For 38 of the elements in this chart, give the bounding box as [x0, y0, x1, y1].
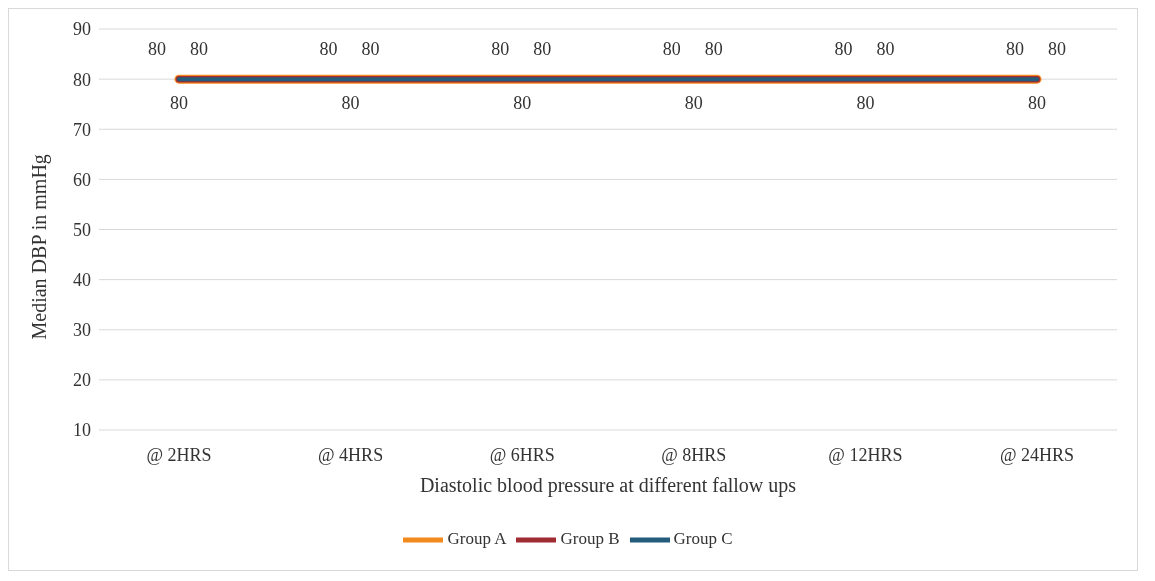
data-label: 80 [856, 93, 875, 114]
data-label: 80 [834, 39, 853, 60]
data-label: 80 [684, 93, 703, 114]
data-label: 80 [1048, 39, 1066, 60]
y-tick-label: 90 [73, 19, 91, 40]
data-label: 80 [662, 39, 681, 60]
legend-label: Group B [560, 528, 620, 548]
data-label: 80 [190, 39, 208, 60]
y-tick-label: 80 [73, 69, 91, 90]
y-axis-title: Median DBP in mmHg [28, 154, 52, 340]
data-label: 80 [341, 93, 360, 114]
legend-label: Group C [673, 528, 733, 548]
data-label: 80 [319, 39, 338, 60]
y-tick-label: 60 [73, 169, 91, 190]
data-label: 80 [1006, 39, 1024, 60]
y-tick-label: 70 [73, 119, 91, 140]
y-tick-label: 20 [73, 370, 91, 391]
x-axis-title: Diastolic blood pressure at different fallow ups [419, 474, 797, 497]
y-tick-label: 50 [73, 219, 91, 240]
y-tick-label: 10 [73, 420, 91, 441]
data-label: 80 [491, 39, 510, 60]
data-label: 80 [513, 93, 532, 114]
data-label: 80 [533, 39, 552, 60]
x-tick-label: @ 4HRS [318, 444, 384, 465]
data-label: 80 [148, 39, 166, 60]
x-tick-label: @ 8HRS [661, 444, 727, 465]
x-tick-label: @ 12HRS [828, 444, 903, 465]
data-label: 80 [361, 39, 380, 60]
data-label: 80 [1028, 93, 1046, 114]
y-tick-label: 40 [73, 270, 91, 291]
data-label: 80 [876, 39, 895, 60]
x-tick-label: @ 2HRS [146, 444, 212, 465]
data-label: 80 [170, 93, 188, 114]
x-tick-label: @ 6HRS [489, 444, 555, 465]
data-label: 80 [704, 39, 723, 60]
x-tick-label: @ 24HRS [999, 444, 1075, 465]
y-tick-label: 30 [73, 320, 91, 341]
legend-label: Group A [447, 528, 507, 548]
